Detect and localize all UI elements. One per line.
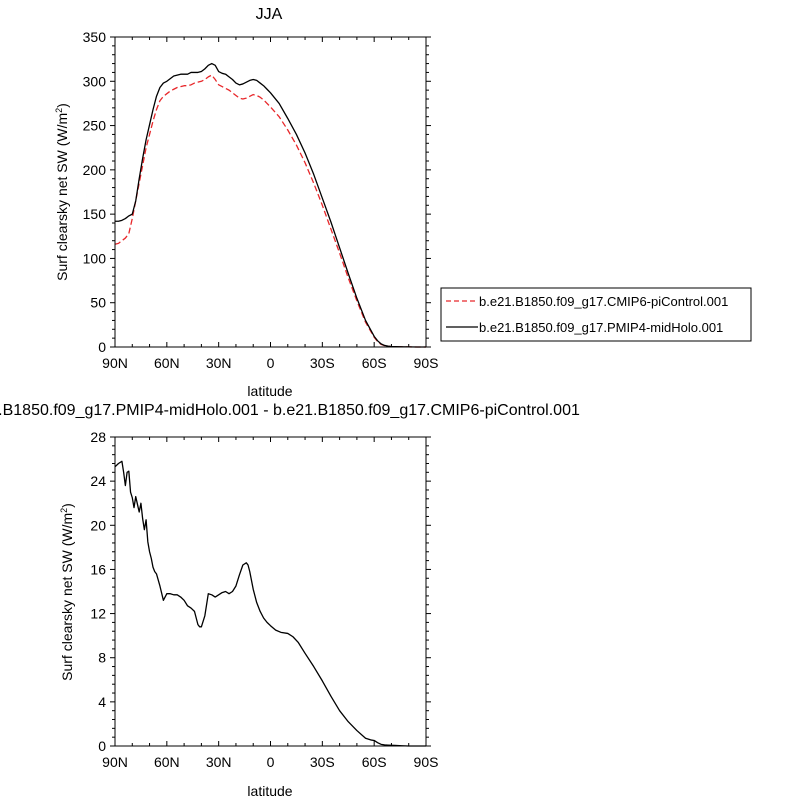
- x-tick-label: 60S: [362, 355, 387, 371]
- y-tick-label: 150: [83, 206, 107, 222]
- panel-top-frame: [114, 36, 427, 348]
- panel-bottom: b.e21.B1850.f09_g17.PMIP4-midHolo.001 - …: [0, 402, 580, 799]
- y-tick-label: 4: [98, 694, 106, 710]
- y-tick-label: 50: [90, 295, 106, 311]
- y-tick-label: 350: [83, 29, 107, 45]
- y-tick-label: 20: [90, 517, 106, 533]
- panel-bottom-ylabel: Surf clearsky net SW (W/m2): [59, 503, 75, 681]
- y-tick-label: 200: [83, 162, 107, 178]
- series-line-bottom-1: [114, 460, 426, 747]
- x-tick-label: 30N: [206, 355, 232, 371]
- x-tick-label: 0: [267, 754, 275, 770]
- x-tick-label: 30N: [206, 754, 232, 770]
- x-tick-label: 60N: [154, 355, 180, 371]
- y-tick-label: 24: [90, 473, 106, 489]
- y-tick-label: 100: [83, 250, 107, 266]
- legend: b.e21.B1850.f09_g17.CMIP6-piControl.001 …: [440, 287, 752, 342]
- x-tick-label: 60S: [362, 754, 387, 770]
- x-tick-label: 30S: [310, 754, 335, 770]
- panel-bottom-title: b.e21.B1850.f09_g17.PMIP4-midHolo.001 - …: [0, 402, 580, 419]
- y-tick-label: 12: [90, 606, 106, 622]
- x-tick-label: 90S: [414, 754, 439, 770]
- series-line-top-1: [114, 74, 426, 348]
- y-tick-label: 250: [83, 118, 107, 134]
- y-tick-label: 0: [98, 339, 106, 355]
- series-line-top-2: [115, 62, 426, 348]
- panel-top-title: JJA: [256, 6, 283, 23]
- y-tick-label: 8: [98, 650, 106, 666]
- legend-label-series-2: b.e21.B1850.f09_g17.PMIP4-midHolo.001: [479, 320, 723, 335]
- legend-box: [440, 287, 752, 342]
- panel-top: JJA 90N 60N 30N 0 30S 60S 90S 0 50 100 150 200 250 30…: [54, 6, 752, 399]
- legend-label-series-1: b.e21.B1850.f09_g17.CMIP6-piControl.001: [479, 294, 728, 309]
- y-tick-label: 16: [90, 561, 106, 577]
- x-tick-label: 90N: [102, 754, 128, 770]
- panel-bottom-frame: [114, 436, 427, 747]
- x-tick-label: 0: [267, 355, 275, 371]
- y-tick-label: 300: [83, 73, 107, 89]
- x-tick-label: 90S: [414, 355, 439, 371]
- x-tick-label: 60N: [154, 754, 180, 770]
- y-tick-label: 0: [98, 738, 106, 754]
- y-tick-label: 28: [90, 429, 106, 445]
- panel-top-xlabel: latitude: [247, 383, 292, 399]
- panel-top-ylabel: Surf clearsky net SW (W/m2): [54, 103, 70, 281]
- panel-bottom-xlabel: latitude: [247, 783, 292, 799]
- x-tick-label: 90N: [102, 355, 128, 371]
- x-tick-label: 30S: [310, 355, 335, 371]
